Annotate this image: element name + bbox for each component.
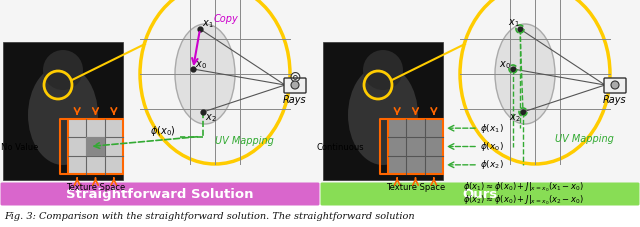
Text: Texture Space: Texture Space bbox=[66, 183, 125, 192]
Ellipse shape bbox=[43, 51, 83, 91]
Text: $x_2$: $x_2$ bbox=[509, 111, 520, 123]
Text: UV Mapping: UV Mapping bbox=[555, 134, 614, 144]
Ellipse shape bbox=[291, 82, 299, 90]
Text: Straightforward Solution: Straightforward Solution bbox=[67, 188, 253, 201]
Bar bbox=[86, 138, 105, 156]
Text: Ours: Ours bbox=[462, 188, 498, 201]
Text: $\phi(x_2)$: $\phi(x_2)$ bbox=[480, 158, 504, 170]
Text: $\circledcirc$: $\circledcirc$ bbox=[288, 69, 301, 84]
Text: $\phi(x_2) \approx \phi(x_0) + J|_{x=x_0}(x_2 - x_0)$: $\phi(x_2) \approx \phi(x_0) + J|_{x=x_0… bbox=[463, 192, 584, 206]
Text: Copy: Copy bbox=[214, 14, 239, 24]
Text: Texture Space: Texture Space bbox=[386, 183, 445, 192]
FancyBboxPatch shape bbox=[284, 79, 306, 94]
FancyBboxPatch shape bbox=[1, 183, 319, 206]
Ellipse shape bbox=[363, 51, 403, 91]
Text: Rays: Rays bbox=[603, 95, 627, 105]
Ellipse shape bbox=[495, 25, 555, 124]
Text: No Value: No Value bbox=[1, 142, 38, 151]
Text: Rays: Rays bbox=[283, 95, 307, 105]
Bar bbox=[3, 43, 123, 180]
Ellipse shape bbox=[175, 25, 235, 124]
Text: UV Mapping: UV Mapping bbox=[215, 135, 274, 145]
FancyBboxPatch shape bbox=[604, 79, 626, 94]
Text: $\phi(x_0)$: $\phi(x_0)$ bbox=[480, 139, 504, 152]
Ellipse shape bbox=[28, 66, 98, 165]
Text: Fig. 3: Comparison with the straightforward solution. The straightforward soluti: Fig. 3: Comparison with the straightforw… bbox=[4, 212, 415, 220]
Text: $x_2$: $x_2$ bbox=[205, 111, 216, 123]
Text: $\phi(x_1)$: $\phi(x_1)$ bbox=[480, 121, 504, 134]
Bar bbox=[323, 43, 443, 180]
Ellipse shape bbox=[611, 82, 619, 90]
Bar bbox=[0, 0, 640, 184]
Text: $\phi(x_1) \approx \phi(x_0) + J|_{x=x_0}(x_1 - x_0)$: $\phi(x_1) \approx \phi(x_0) + J|_{x=x_0… bbox=[463, 179, 584, 193]
Text: Continuous: Continuous bbox=[316, 142, 364, 151]
Text: $x_0$: $x_0$ bbox=[499, 59, 511, 71]
FancyBboxPatch shape bbox=[321, 183, 639, 206]
Ellipse shape bbox=[348, 66, 418, 165]
Text: $\phi(x_0)$: $\phi(x_0)$ bbox=[150, 123, 175, 137]
Bar bbox=[388, 119, 443, 174]
Text: $x_0$: $x_0$ bbox=[195, 59, 207, 71]
Bar bbox=[68, 119, 123, 174]
Text: $x_1$: $x_1$ bbox=[508, 17, 520, 29]
Text: $x_1$: $x_1$ bbox=[202, 18, 214, 30]
